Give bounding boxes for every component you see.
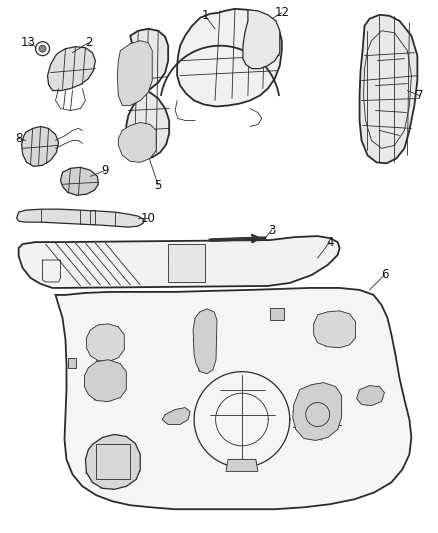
Polygon shape (17, 209, 143, 227)
Text: 10: 10 (141, 212, 155, 224)
Text: 13: 13 (21, 36, 36, 49)
Polygon shape (177, 9, 282, 107)
Polygon shape (126, 29, 169, 158)
Circle shape (39, 45, 46, 52)
Polygon shape (68, 358, 77, 368)
Text: 6: 6 (381, 269, 388, 281)
Text: 12: 12 (274, 6, 290, 19)
Polygon shape (360, 15, 417, 163)
Polygon shape (357, 385, 385, 406)
Polygon shape (117, 41, 152, 106)
Polygon shape (193, 309, 217, 374)
Text: 7: 7 (416, 89, 423, 102)
Polygon shape (85, 434, 140, 489)
Polygon shape (48, 47, 95, 91)
Text: 2: 2 (85, 36, 92, 49)
Polygon shape (168, 244, 205, 282)
Polygon shape (56, 288, 411, 509)
Polygon shape (21, 126, 59, 166)
Text: 4: 4 (326, 236, 333, 248)
Polygon shape (19, 236, 339, 288)
Text: 3: 3 (268, 224, 276, 237)
Text: 5: 5 (155, 179, 162, 192)
Polygon shape (85, 360, 126, 401)
Polygon shape (118, 123, 156, 163)
Polygon shape (314, 311, 356, 348)
Polygon shape (243, 10, 280, 69)
Polygon shape (293, 383, 342, 440)
Polygon shape (162, 408, 190, 424)
Text: 8: 8 (15, 132, 22, 145)
Polygon shape (270, 308, 284, 320)
Polygon shape (60, 167, 99, 195)
Polygon shape (86, 324, 124, 362)
Text: 9: 9 (102, 164, 109, 177)
Text: 1: 1 (201, 9, 209, 22)
Polygon shape (226, 459, 258, 471)
